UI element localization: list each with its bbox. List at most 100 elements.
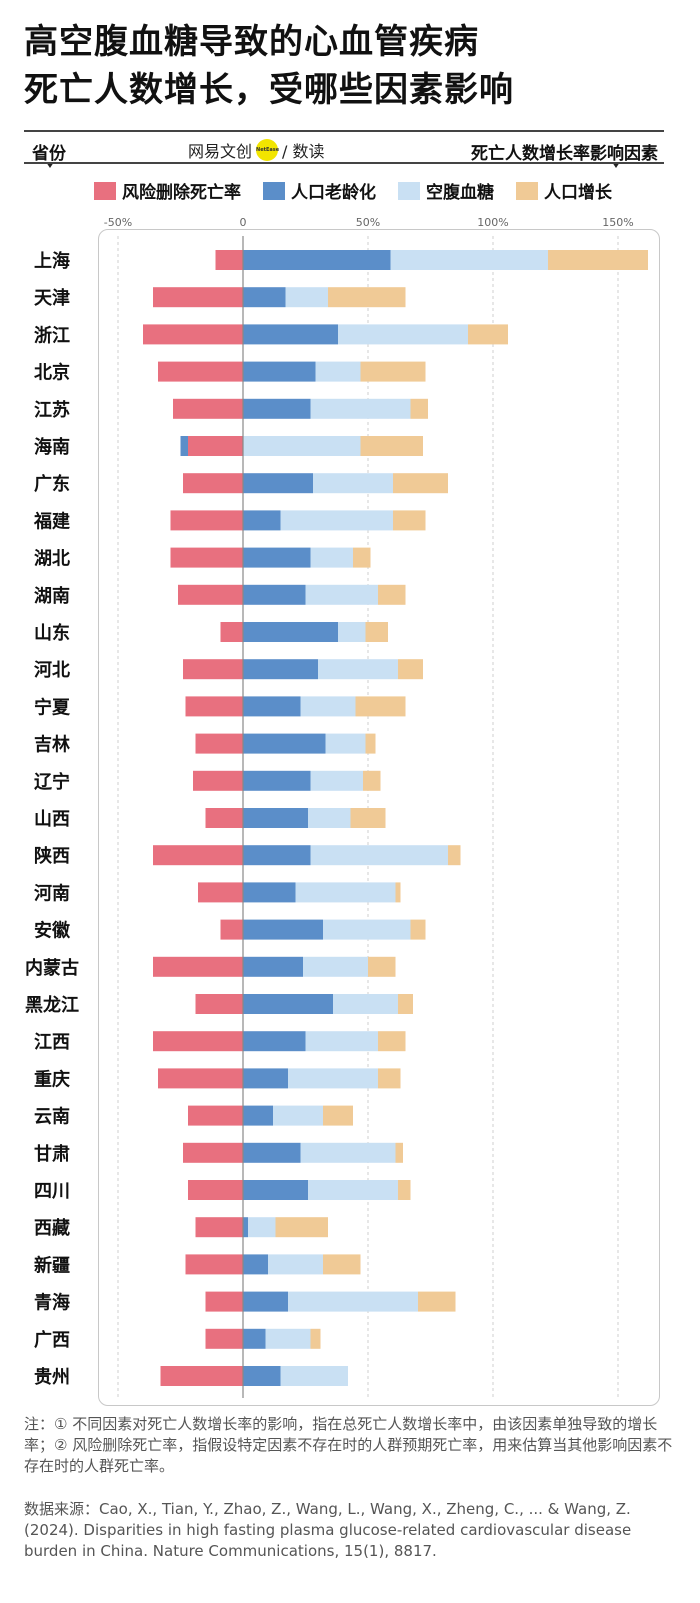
x-tick-label: 100% (477, 216, 508, 229)
bar-segment (243, 398, 311, 419)
bar-segment (273, 1105, 323, 1126)
bar-segment (243, 919, 323, 940)
bar-segment (243, 994, 333, 1014)
bar-segment (323, 1254, 361, 1275)
bar-segment (395, 882, 401, 903)
bar-segment (160, 1366, 243, 1386)
bar-segment (205, 1291, 243, 1312)
bar-segment (248, 1217, 276, 1238)
bar-segment (280, 510, 393, 531)
bar-segment (243, 510, 281, 531)
bar-segment (243, 1105, 273, 1126)
bar-segment (275, 1217, 328, 1238)
category-label: 四川 (34, 1181, 70, 1202)
category-label: 湖北 (34, 549, 70, 570)
bar-segment (310, 1328, 321, 1349)
bar-segment (243, 845, 311, 866)
category-label: 浙江 (34, 324, 70, 346)
category-label: 广东 (34, 473, 70, 495)
category-label: 辽宁 (34, 771, 70, 793)
header-bottom-rule (24, 162, 664, 164)
bar-segment (243, 659, 318, 680)
bar-segment (243, 1142, 301, 1163)
bar-segment (325, 733, 366, 754)
bar-segment (333, 994, 398, 1014)
bar-segment (305, 1031, 378, 1052)
netease-logo-icon: NetEase (256, 139, 279, 161)
bar-segment (418, 1291, 456, 1312)
bar-segment (360, 361, 426, 382)
footnote: 注：① 不同因素对死亡人数增长率的影响，指在总死亡人数增长率中，由该因素单独导致… (24, 1414, 674, 1477)
bar-segment (313, 473, 393, 494)
category-label: 河北 (34, 660, 70, 681)
category-label: 新疆 (34, 1254, 70, 1276)
title-line-2: 死亡人数增长，受哪些因素影响 (24, 70, 514, 110)
bar-segment (308, 808, 351, 828)
bar-segment (300, 696, 356, 717)
bar-segment (243, 696, 301, 717)
bar-chart: -50% 0 50% 100% 150% 上海天津浙江北京江苏海南广东福建湖北湖南山东河北… (25, 216, 648, 1398)
bar-segment (158, 361, 243, 382)
bar-segment (243, 1217, 248, 1238)
bar-segment (548, 250, 648, 270)
data-source: 数据来源：Cao, X., Tian, Y., Zhao, Z., Wang, … (24, 1484, 674, 1577)
bar-segment (198, 882, 243, 903)
bar-segment (360, 436, 423, 456)
x-tick-label: 0 (240, 216, 247, 229)
bar-segment (308, 1180, 398, 1200)
bar-segment (393, 473, 448, 494)
bar-segment (185, 1254, 243, 1275)
bar-segment (280, 1366, 348, 1386)
bar-segment (183, 1142, 243, 1163)
bar-segment (153, 287, 243, 308)
bar-segment (310, 770, 363, 791)
category-label: 广西 (34, 1329, 70, 1351)
bar-segment (378, 1031, 406, 1052)
bar-segment (243, 584, 306, 605)
category-label: 贵州 (34, 1367, 70, 1388)
bar-segment (220, 622, 243, 642)
category-label: 宁夏 (34, 696, 71, 718)
bar-segment (188, 1105, 243, 1126)
bar-segment (170, 547, 243, 568)
bar-segment (243, 882, 296, 903)
bar-segment (170, 510, 243, 531)
header-top-rule (24, 130, 664, 132)
bar-segment (243, 622, 338, 642)
bar-segment (143, 324, 243, 345)
legend-swatch-risk (94, 181, 116, 200)
bar-segment (195, 1217, 243, 1238)
x-tick-label: -50% (104, 216, 132, 229)
legend-item-risk: 风险删除死亡率 (94, 178, 241, 203)
bar-segment (390, 250, 548, 270)
bar-segment (243, 473, 313, 494)
category-label: 吉林 (34, 734, 70, 756)
category-label: 河南 (34, 882, 70, 904)
chart-legend: 风险删除死亡率 人口老龄化 空腹血糖 人口增长 (94, 178, 634, 203)
bar-segment (243, 1366, 281, 1386)
bar-segment (310, 547, 353, 568)
bar-segment (285, 287, 328, 308)
bar-segment (368, 956, 396, 977)
x-tick-label: 50% (356, 216, 380, 229)
legend-item-growth: 人口增长 (516, 178, 612, 203)
bar-segment (193, 770, 243, 791)
legend-label-risk: 风险删除死亡率 (122, 183, 241, 203)
category-label: 福建 (33, 510, 70, 532)
category-label: 安徽 (34, 920, 71, 942)
legend-label-aging: 人口老龄化 (291, 183, 376, 203)
category-label: 内蒙古 (25, 957, 79, 979)
bar-segment (243, 361, 316, 382)
category-label: 青海 (34, 1292, 70, 1314)
bar-segment (288, 1068, 378, 1089)
bar-segment (188, 1180, 243, 1200)
bar-segment (243, 1180, 308, 1200)
bar-segment (243, 1254, 268, 1275)
bar-segment (243, 808, 308, 828)
bar-segment (355, 696, 406, 717)
bar-segment (180, 436, 188, 456)
data-source-text: 数据来源：Cao, X., Tian, Y., Zhao, Z., Wang, … (24, 1500, 632, 1560)
bar-segment (448, 845, 461, 866)
province-arrow-icon (46, 162, 54, 168)
factor-label: 死亡人数增长率影响因素 (471, 144, 658, 164)
